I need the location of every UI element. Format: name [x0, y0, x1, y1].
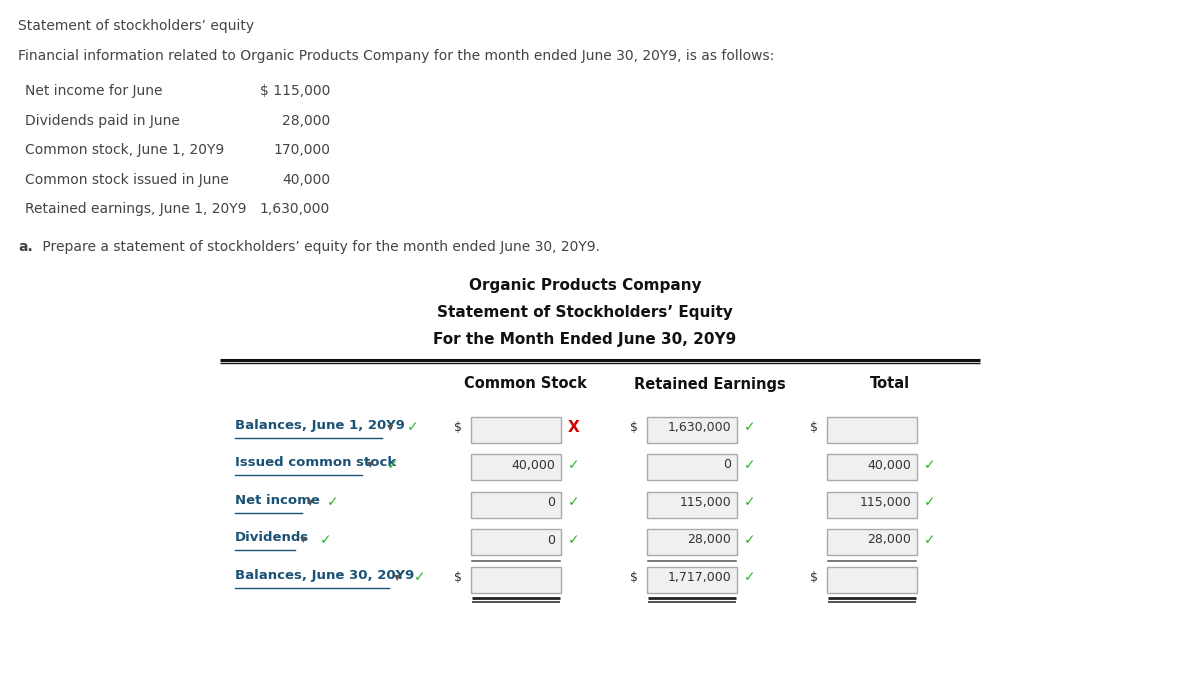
Text: $: $	[454, 421, 462, 434]
Text: ✓: ✓	[744, 496, 756, 509]
Text: $: $	[810, 421, 818, 434]
Text: $: $	[810, 571, 818, 584]
FancyBboxPatch shape	[647, 416, 737, 443]
Text: ✓: ✓	[744, 533, 756, 547]
Text: 0: 0	[722, 458, 731, 471]
Text: a.: a.	[18, 240, 32, 253]
Text: $: $	[630, 421, 638, 434]
FancyBboxPatch shape	[647, 566, 737, 593]
Text: Dividends paid in June: Dividends paid in June	[25, 113, 180, 128]
Text: Common stock, June 1, 20Y9: Common stock, June 1, 20Y9	[25, 143, 224, 157]
Text: ✓: ✓	[388, 458, 398, 472]
FancyBboxPatch shape	[827, 416, 917, 443]
Text: ✓: ✓	[408, 420, 419, 435]
Text: Dividends: Dividends	[235, 531, 310, 544]
FancyBboxPatch shape	[470, 529, 562, 555]
Text: Balances, June 1, 20Y9: Balances, June 1, 20Y9	[235, 418, 404, 431]
Text: Statement of stockholders’ equity: Statement of stockholders’ equity	[18, 19, 254, 33]
FancyBboxPatch shape	[647, 529, 737, 555]
Text: Net income for June: Net income for June	[25, 84, 162, 98]
Text: 40,000: 40,000	[868, 458, 911, 471]
Text: ✓: ✓	[924, 496, 936, 509]
Text: ✓: ✓	[744, 420, 756, 435]
Text: 28,000: 28,000	[688, 534, 731, 547]
Text: ✓: ✓	[924, 533, 936, 547]
Text: ▼: ▼	[300, 536, 307, 545]
Text: Balances, June 30, 20Y9: Balances, June 30, 20Y9	[235, 568, 414, 581]
Text: ✓: ✓	[568, 496, 580, 509]
Text: 40,000: 40,000	[511, 458, 554, 471]
Text: Prepare a statement of stockholders’ equity for the month ended June 30, 20Y9.: Prepare a statement of stockholders’ equ…	[38, 240, 600, 253]
Text: Retained earnings, June 1, 20Y9: Retained earnings, June 1, 20Y9	[25, 202, 246, 216]
Text: 40,000: 40,000	[282, 172, 330, 187]
FancyBboxPatch shape	[647, 454, 737, 480]
Text: ✓: ✓	[414, 570, 426, 585]
Text: $: $	[454, 571, 462, 584]
Text: 28,000: 28,000	[282, 113, 330, 128]
Text: Retained Earnings: Retained Earnings	[634, 376, 786, 392]
Text: $: $	[630, 571, 638, 584]
FancyBboxPatch shape	[470, 416, 562, 443]
Text: For the Month Ended June 30, 20Y9: For the Month Ended June 30, 20Y9	[433, 331, 737, 346]
FancyBboxPatch shape	[827, 454, 917, 480]
FancyBboxPatch shape	[827, 529, 917, 555]
Text: ✓: ✓	[568, 533, 580, 547]
Text: Net income: Net income	[235, 494, 320, 507]
Text: Common Stock: Common Stock	[463, 376, 587, 392]
Text: 170,000: 170,000	[274, 143, 330, 157]
Text: Common stock issued in June: Common stock issued in June	[25, 172, 229, 187]
Text: ▼: ▼	[388, 423, 394, 432]
Text: ▼: ▼	[394, 573, 401, 582]
Text: 1,630,000: 1,630,000	[259, 202, 330, 216]
Text: Organic Products Company: Organic Products Company	[469, 278, 701, 293]
Text: ▼: ▼	[367, 460, 374, 469]
Text: 0: 0	[547, 496, 554, 509]
Text: 0: 0	[547, 534, 554, 547]
Text: 1,630,000: 1,630,000	[667, 421, 731, 434]
Text: $ 115,000: $ 115,000	[259, 84, 330, 98]
Text: Total: Total	[870, 376, 910, 392]
Text: 28,000: 28,000	[868, 534, 911, 547]
FancyBboxPatch shape	[470, 492, 562, 517]
Text: Statement of Stockholders’ Equity: Statement of Stockholders’ Equity	[437, 304, 733, 320]
Text: ▼: ▼	[307, 498, 313, 507]
Text: ✓: ✓	[744, 570, 756, 585]
Text: 115,000: 115,000	[679, 496, 731, 509]
Text: Financial information related to Organic Products Company for the month ended Ju: Financial information related to Organic…	[18, 49, 774, 63]
Text: ✓: ✓	[568, 458, 580, 472]
Text: ✓: ✓	[320, 533, 332, 547]
Text: X: X	[568, 420, 580, 435]
FancyBboxPatch shape	[470, 454, 562, 480]
Text: Issued common stock: Issued common stock	[235, 456, 396, 469]
Text: ✓: ✓	[326, 496, 338, 509]
Text: ✓: ✓	[924, 458, 936, 472]
Text: ✓: ✓	[744, 458, 756, 472]
Text: 1,717,000: 1,717,000	[667, 571, 731, 584]
FancyBboxPatch shape	[827, 566, 917, 593]
FancyBboxPatch shape	[647, 492, 737, 517]
Text: 115,000: 115,000	[859, 496, 911, 509]
FancyBboxPatch shape	[827, 492, 917, 517]
FancyBboxPatch shape	[470, 566, 562, 593]
